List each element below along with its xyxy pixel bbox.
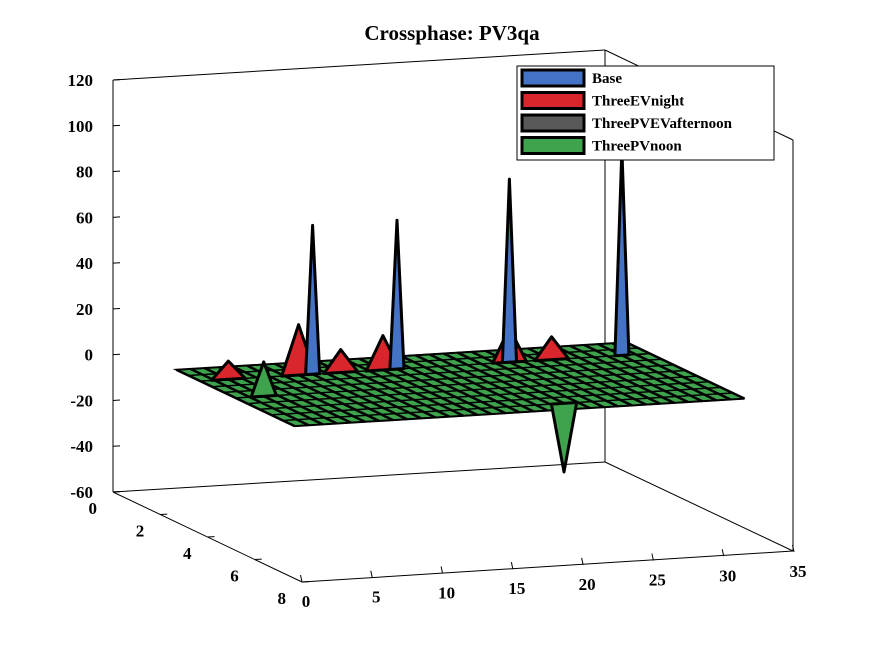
mesh-line-y xyxy=(235,369,686,399)
legend-item: ThreePVnoon xyxy=(520,136,682,155)
z-tick-label: 0 xyxy=(85,346,94,365)
back-top-edge xyxy=(112,49,606,81)
x-tick-label: 5 xyxy=(372,588,381,607)
legend-swatch xyxy=(520,68,586,88)
y-tick-label: 2 xyxy=(136,522,145,541)
z-tick-label: 20 xyxy=(76,300,93,319)
x-tick-label: 20 xyxy=(579,575,596,594)
threepvnoon-peak-2 xyxy=(549,401,579,474)
right-bottom-edge xyxy=(604,461,794,552)
y-tick-label: 0 xyxy=(89,499,98,518)
x-axis-line xyxy=(301,550,794,583)
mesh-line-y xyxy=(259,381,710,410)
surface-plot xyxy=(172,147,746,474)
threeevnight-peak-1 xyxy=(209,359,247,382)
z-tick-label: -20 xyxy=(70,391,93,410)
z-tick-label: 100 xyxy=(68,117,94,136)
mesh-line-y xyxy=(200,352,651,382)
x-tick-mark xyxy=(792,544,795,553)
chart-title: Crossphase: PV3qa xyxy=(364,21,540,45)
base-peak-4 xyxy=(613,147,631,358)
mesh-line-y xyxy=(223,364,674,394)
x-tick-label: 25 xyxy=(649,571,666,590)
legend-swatch xyxy=(520,136,586,155)
legend-label: ThreePVEVafternoon xyxy=(592,116,733,132)
y-tick-label: 6 xyxy=(230,567,239,586)
x-tick-label: 30 xyxy=(719,566,736,585)
mesh-line-y xyxy=(247,375,698,405)
z-tick-label: -60 xyxy=(70,483,93,502)
x-tick-mark xyxy=(581,557,584,565)
x-tick-mark xyxy=(510,562,514,570)
base-peak-1 xyxy=(304,223,322,377)
threeevnight-peak-3 xyxy=(322,348,360,375)
base-peak-3 xyxy=(500,177,518,365)
legend-label: ThreeEVnight xyxy=(592,94,684,110)
z-tick-label: 80 xyxy=(76,163,93,182)
x-tick-label: 35 xyxy=(790,562,807,581)
z-tick-label: 60 xyxy=(76,208,93,227)
mesh-line-y xyxy=(211,358,662,388)
legend-swatch xyxy=(520,91,586,110)
legend: Base ThreeEVnight ThreePVEVafternoon ThreeP… xyxy=(516,65,775,161)
z-tick-label: 120 xyxy=(68,71,94,90)
legend-item: ThreePVEVafternoon xyxy=(520,113,733,133)
x-tick-mark xyxy=(370,570,373,578)
x-tick-mark xyxy=(651,553,654,561)
mesh-line-y xyxy=(271,386,721,416)
x-tick-label: 0 xyxy=(302,592,311,611)
x-tick-mark xyxy=(721,549,725,557)
legend-label: Base xyxy=(592,71,622,87)
back-bottom-edge xyxy=(112,461,606,493)
y-tick-label: 4 xyxy=(183,544,192,563)
legend-item: Base xyxy=(520,68,622,88)
x-tick-mark xyxy=(440,566,444,574)
legend-item: ThreeEVnight xyxy=(520,91,684,110)
base-peak-2 xyxy=(388,218,406,371)
legend-label: ThreePVnoon xyxy=(592,139,682,155)
mesh-line-y xyxy=(294,397,745,427)
legend-swatch xyxy=(520,113,586,133)
threepvnoon-peak-1 xyxy=(249,360,278,399)
x-tick-mark xyxy=(300,574,303,583)
z-tick-label: -40 xyxy=(70,437,93,456)
z-tick-label: 40 xyxy=(76,254,93,273)
threeevnight-peak-6 xyxy=(533,335,570,363)
x-tick-label: 10 xyxy=(438,583,455,602)
x-tick-label: 15 xyxy=(508,579,525,598)
mesh-line-y xyxy=(282,392,733,422)
y-tick-label: 8 xyxy=(278,589,287,608)
